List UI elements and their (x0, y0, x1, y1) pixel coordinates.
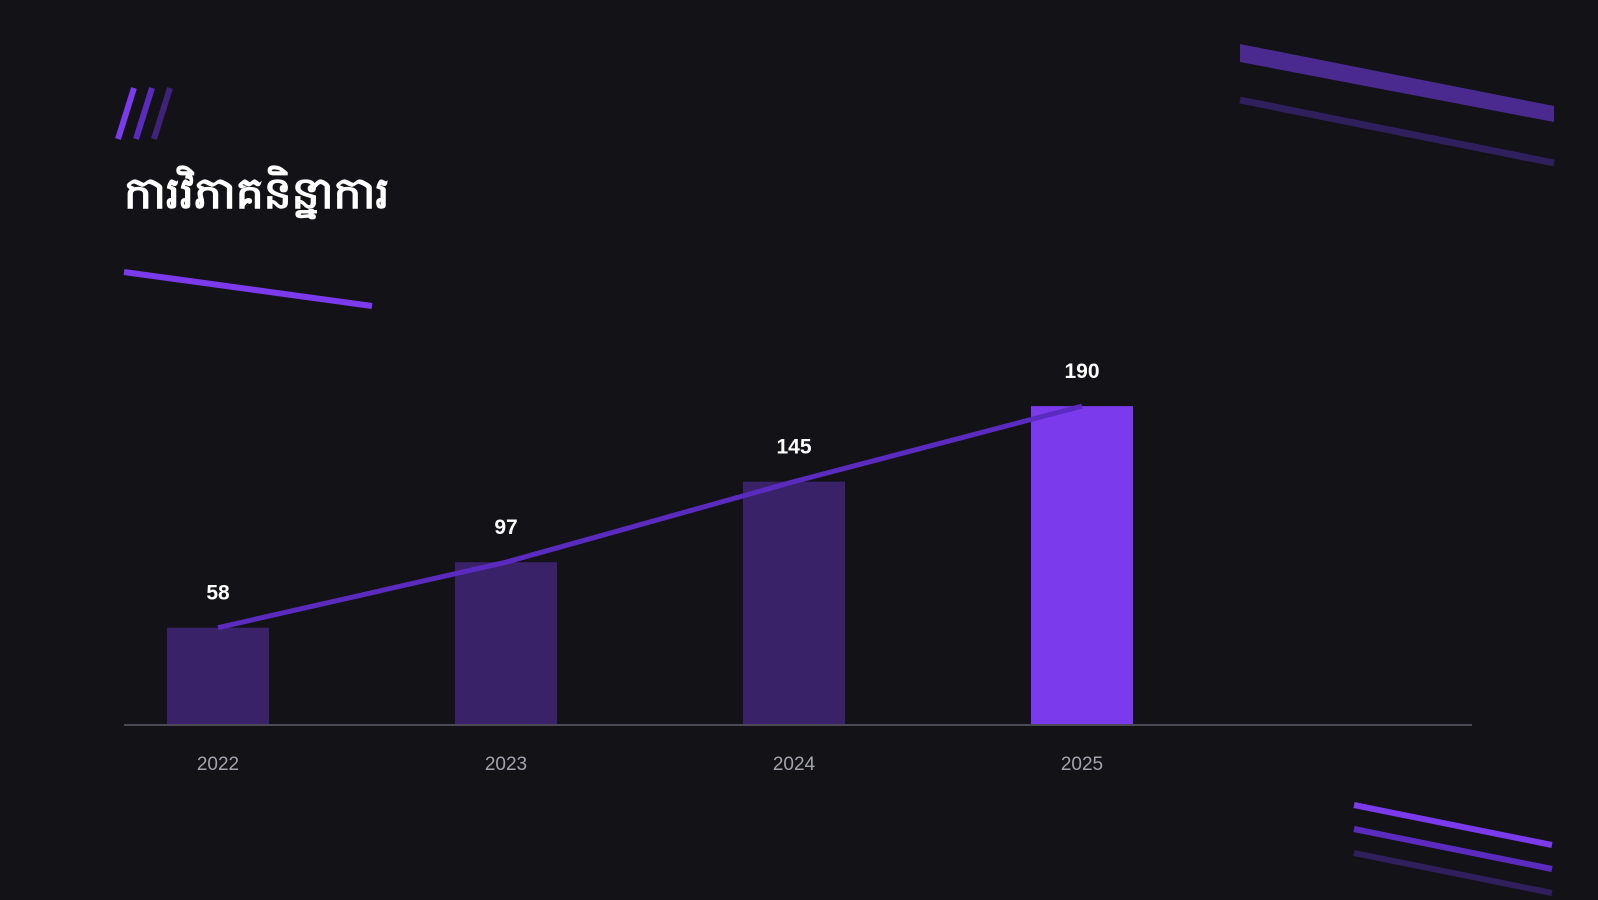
trend-line (217, 403, 1083, 631)
bottom-right-stripes (1353, 802, 1553, 896)
page-title: ការវិភាគនិន្នាការ (124, 168, 390, 219)
x-tick-label-2025: 2025 (1061, 754, 1103, 775)
x-tick-label-2022: 2022 (197, 754, 239, 775)
bar-2025 (1031, 406, 1133, 725)
x-tick-label-2023: 2023 (485, 754, 527, 775)
top-right-stripes (1239, 44, 1555, 167)
x-tick-label-2024: 2024 (773, 754, 816, 775)
bar-2022 (167, 627, 269, 725)
bar-2024 (743, 481, 845, 725)
value-label-2024: 145 (776, 436, 811, 459)
value-label-2025: 190 (1064, 360, 1099, 383)
value-label-2022: 58 (206, 582, 230, 605)
bar-2023 (455, 562, 557, 725)
title-underline-accent (123, 269, 373, 309)
top-left-slash-marks (115, 87, 173, 140)
value-label-2023: 97 (494, 516, 517, 539)
